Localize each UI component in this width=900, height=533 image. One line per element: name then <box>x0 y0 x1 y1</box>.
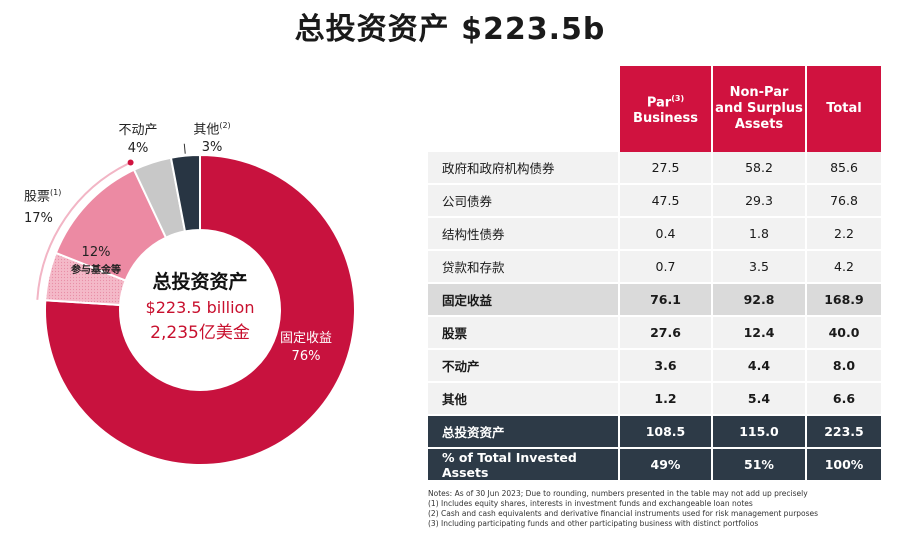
cell-total: 8.0 <box>805 349 881 383</box>
header-par-business: Par(3) Business <box>618 66 712 152</box>
real-estate-name: 不动产 <box>118 123 158 138</box>
header-non-par-text2: and Surplus <box>715 101 803 116</box>
cell-total: 40.0 <box>805 316 881 350</box>
slice-label-fixed-income: 固定收益 76% <box>280 330 332 366</box>
cell-total: 85.6 <box>805 152 881 185</box>
table-row: % of Total Invested Assets 49% 51% 100% <box>428 448 881 482</box>
slice-label-other: 其他(2) 3% <box>190 117 234 157</box>
table-header-row: ($b) Par(3) Business Non-Par and Surplus As… <box>428 66 881 152</box>
table-row: 其他 1.2 5.4 6.6 <box>428 382 881 416</box>
equity-bracket-dot <box>127 159 134 166</box>
equity-name: 股票 <box>24 189 51 205</box>
header-total: Total <box>805 66 881 152</box>
table-row: 总投资资产 108.5 115.0 223.5 <box>428 415 881 449</box>
slice-label-participating: 12% 参与基金等 <box>66 244 126 280</box>
footnote-2: (2) Cash and cash equivalents and deriva… <box>428 509 819 518</box>
donut-chart <box>36 143 356 466</box>
cell-non-par: 115.0 <box>711 415 806 449</box>
slice-fixed-income <box>44 153 356 466</box>
footnote-3: (3) Including participating funds and ot… <box>428 519 759 528</box>
header-par-text: Par <box>646 95 672 111</box>
fixed-income-name: 固定收益 <box>280 331 333 346</box>
fixed-income-pct: 76% <box>291 349 321 364</box>
cell-par-business: 27.6 <box>618 316 712 350</box>
footnote-main: Notes: As of 30 Jun 2023; Due to roundin… <box>428 489 808 498</box>
donut-center-cny: 2,235亿美金 <box>150 323 250 343</box>
table-row: 股票 27.6 12.4 40.0 <box>428 316 881 350</box>
footnotes: Notes: As of 30 Jun 2023; Due to roundin… <box>428 489 818 529</box>
cell-par-business: 0.7 <box>618 250 712 284</box>
slice-other <box>169 153 201 233</box>
cell-non-par: 4.4 <box>711 349 806 383</box>
slice-label-equity: 股票(1) 17% <box>24 184 61 228</box>
cell-non-par: 1.8 <box>711 217 806 251</box>
cell-par-business: 49% <box>618 448 712 482</box>
cell-non-par: 3.5 <box>711 250 806 284</box>
equity-pct: 17% <box>24 211 53 227</box>
participating-pct: 12% <box>81 245 111 260</box>
header-par-text2: Business <box>633 111 698 127</box>
cell-par-business: 3.6 <box>618 349 712 383</box>
cell-non-par: 58.2 <box>711 152 806 185</box>
cell-total: 100% <box>805 448 881 482</box>
table-row: 不动产 3.6 4.4 8.0 <box>428 349 881 383</box>
cell-total: 4.2 <box>805 250 881 284</box>
other-leader-line <box>183 143 186 154</box>
cell-total: 2.2 <box>805 217 881 251</box>
equity-bracket-arc <box>36 161 132 300</box>
row-label: 结构性债券 <box>428 217 619 251</box>
asset-table: ($b) Par(3) Business Non-Par and Surplus As… <box>428 66 881 482</box>
cell-total: 168.9 <box>805 283 881 317</box>
row-label: 公司债券 <box>428 184 619 218</box>
donut-center-usd: $223.5 billion <box>145 298 255 317</box>
real-estate-pct: 4% <box>127 141 149 156</box>
row-label: 贷款和存款 <box>428 250 619 284</box>
table-row: 固定收益 76.1 92.8 168.9 <box>428 283 881 317</box>
cell-par-business: 27.5 <box>618 152 712 185</box>
other-pct: 3% <box>201 140 223 156</box>
equity-note: (1) <box>50 188 62 197</box>
cell-total: 76.8 <box>805 184 881 218</box>
cell-par-business: 76.1 <box>618 283 712 317</box>
row-label: 政府和政府机构债券 <box>428 152 619 185</box>
cell-par-business: 0.4 <box>618 217 712 251</box>
donut-center: 总投资资产 $223.5 billion 2,235亿美金 <box>120 268 280 346</box>
participating-name: 参与基金等 <box>71 265 121 276</box>
row-label: 其他 <box>428 382 619 416</box>
donut-center-title: 总投资资产 <box>152 271 248 293</box>
cell-total: 6.6 <box>805 382 881 416</box>
page-title: 总投资资产 $223.5b <box>294 12 606 47</box>
row-label: 固定收益 <box>428 283 619 317</box>
footnote-1: (1) Includes equity shares, interests in… <box>428 499 753 508</box>
table-row: 贷款和存款 0.7 3.5 4.2 <box>428 250 881 284</box>
slice-label-real-estate: 不动产 4% <box>116 122 160 158</box>
row-label: 总投资资产 <box>428 415 619 449</box>
cell-total: 223.5 <box>805 415 881 449</box>
table-row: 公司债券 47.5 29.3 76.8 <box>428 184 881 218</box>
cell-par-business: 1.2 <box>618 382 712 416</box>
table-row: 政府和政府机构债券 27.5 58.2 85.6 <box>428 152 881 185</box>
table-row: 结构性债券 0.4 1.8 2.2 <box>428 217 881 251</box>
cell-non-par: 12.4 <box>711 316 806 350</box>
cell-non-par: 5.4 <box>711 382 806 416</box>
row-label: 不动产 <box>428 349 619 383</box>
header-par-note: (3) <box>671 93 685 103</box>
header-non-par-text3: Assets <box>734 117 784 132</box>
unit-label: ($b) <box>511 128 543 143</box>
header-non-par: Non-Par and Surplus Assets <box>711 66 806 152</box>
row-label: % of Total Invested Assets <box>428 448 619 482</box>
cell-non-par: 29.3 <box>711 184 806 218</box>
other-note: (2) <box>219 121 231 130</box>
cell-par-business: 108.5 <box>618 415 712 449</box>
cell-non-par: 92.8 <box>711 283 806 317</box>
cell-par-business: 47.5 <box>618 184 712 218</box>
other-name: 其他 <box>193 122 220 138</box>
header-non-par-text: Non-Par <box>729 85 789 100</box>
row-label: 股票 <box>428 316 619 350</box>
cell-non-par: 51% <box>711 448 806 482</box>
